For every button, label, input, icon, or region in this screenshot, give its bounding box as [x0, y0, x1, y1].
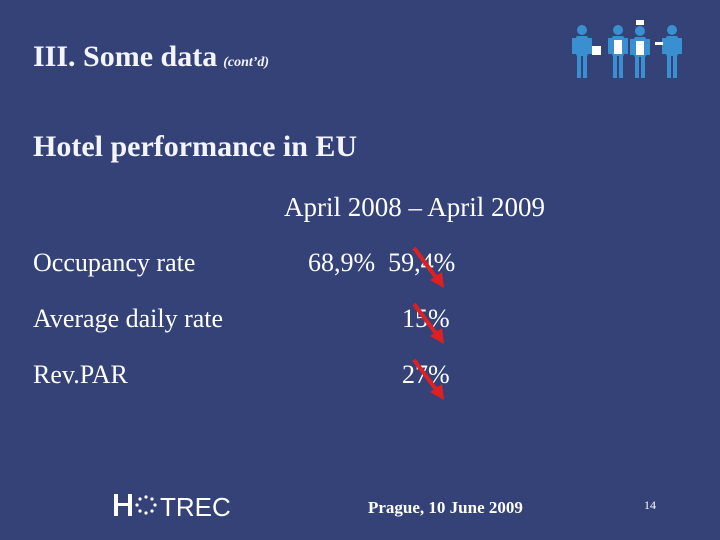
row-value-occupancy: 68,9% 59,4%	[308, 248, 456, 277]
slide-subtitle: Hotel performance in EU	[33, 130, 358, 163]
red-down-arrow-icon	[412, 246, 444, 288]
row-label-revpar: Rev.PAR	[33, 360, 128, 389]
hotrec-logo: TREC	[112, 488, 244, 525]
period-label: April 2008 – April 2009	[284, 192, 545, 222]
footer-text: Prague, 10 June 2009	[368, 498, 523, 517]
slide-title-suffix: (cont’d)	[223, 55, 270, 70]
red-down-arrow-icon	[412, 358, 444, 400]
row-label-occupancy: Occupancy rate	[33, 248, 196, 277]
row-label-adr: Average daily rate	[33, 304, 224, 333]
page-number: 14	[644, 498, 656, 512]
slide-title-text: III. Some data	[33, 40, 218, 73]
red-down-arrow-icon	[412, 302, 444, 344]
slide-title: III. Some data (cont’d)	[33, 40, 269, 74]
svg-text:TREC: TREC	[160, 492, 231, 520]
hotel-staff-icon	[570, 20, 690, 87]
